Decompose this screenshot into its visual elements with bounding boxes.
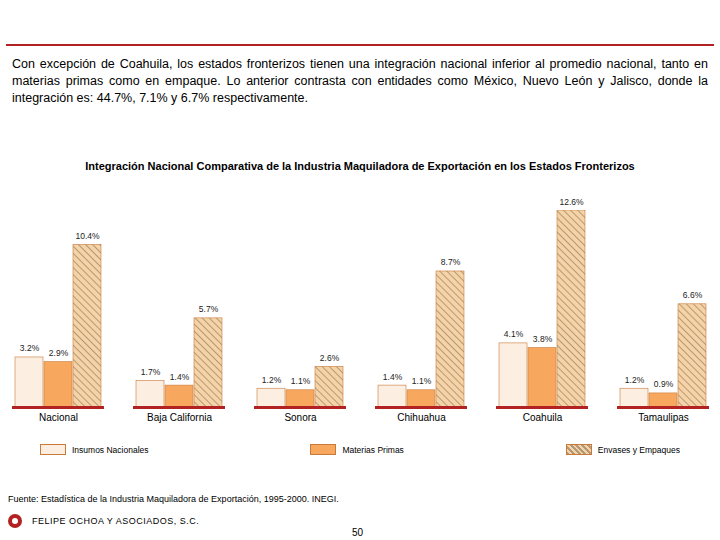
html-text:Fuente: Estadística de la Indu: Fuente: Estadística de la Industria Maqu…: [8, 494, 339, 504]
svg-text:Tamaulipas: Tamaulipas: [638, 412, 689, 423]
svg-text:6.6%: 6.6%: [683, 290, 703, 300]
svg-text:1.4%: 1.4%: [170, 372, 190, 382]
svg-text:3.2%: 3.2%: [20, 343, 40, 353]
svg-text:Coahuila: Coahuila: [523, 412, 563, 423]
html-text:Envases y Empaques: Envases y Empaques: [597, 444, 680, 455]
svg-text:1.7%: 1.7%: [141, 367, 161, 377]
svg-text:12.6%: 12.6%: [559, 197, 584, 207]
svg-text:4.1%: 4.1%: [504, 329, 524, 339]
html-text:50: 50: [352, 527, 364, 538]
svg-text:0.9%: 0.9%: [654, 379, 674, 389]
svg-text:1.1%: 1.1%: [291, 376, 311, 386]
svg-text:1.2%: 1.2%: [625, 375, 645, 385]
svg-text:Sonora: Sonora: [284, 412, 317, 423]
svg-text:10.4%: 10.4%: [75, 231, 100, 241]
svg-text:2.9%: 2.9%: [49, 348, 69, 358]
html-text:Integración Nacional Comparati: Integración Nacional Comparativa de la I…: [85, 160, 635, 172]
svg-text:5.7%: 5.7%: [199, 304, 219, 314]
svg-text:2.6%: 2.6%: [320, 353, 340, 363]
html-text:Insumos Nacionales: Insumos Nacionales: [72, 444, 149, 455]
svg-text:1.4%: 1.4%: [383, 372, 403, 382]
svg-text:3.8%: 3.8%: [533, 334, 553, 344]
html-text:FELIPE OCHOA Y ASOCIADOS, S.C.: FELIPE OCHOA Y ASOCIADOS, S.C.: [32, 516, 200, 526]
svg-text:8.7%: 8.7%: [441, 257, 461, 267]
svg-text:Nacional: Nacional: [39, 412, 78, 423]
svg-text:1.1%: 1.1%: [412, 376, 432, 386]
svg-text:Baja California: Baja California: [147, 412, 212, 423]
html-text:Con excepción de Coahuila, los: Con excepción de Coahuila, los estados f…: [12, 57, 708, 105]
svg-text:Chihuahua: Chihuahua: [397, 412, 446, 423]
html-text:Materias Primas: Materias Primas: [342, 444, 404, 455]
svg-text:1.2%: 1.2%: [262, 375, 282, 385]
